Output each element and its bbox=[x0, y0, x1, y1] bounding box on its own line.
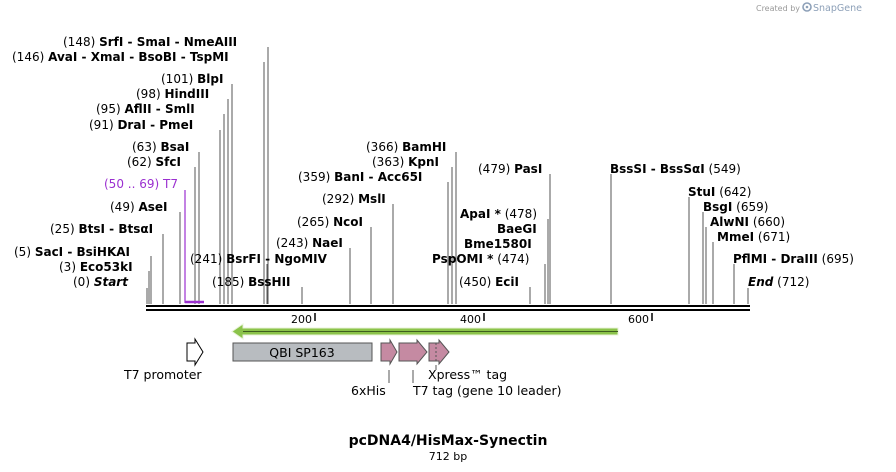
site-label-ecii[interactable]: (450) EciI bbox=[459, 275, 519, 289]
backbone bbox=[146, 305, 750, 311]
site-label-pspomi[interactable]: PspOMI * (474) bbox=[432, 252, 530, 266]
site-label-asei[interactable]: (49) AseI bbox=[110, 200, 168, 214]
site-label-bamhi[interactable]: (366) BamHI bbox=[366, 140, 446, 154]
site-label-saci[interactable]: (5) SacI - BsiHKAI bbox=[14, 245, 130, 259]
site-label-hindiii[interactable]: (98) HindIII bbox=[136, 87, 209, 101]
t7-promoter-feature[interactable] bbox=[186, 337, 204, 367]
6xhis-feature[interactable] bbox=[380, 338, 398, 366]
site-label-kpni[interactable]: (363) KpnI bbox=[372, 155, 439, 169]
xpress-tag-feature[interactable] bbox=[428, 338, 450, 366]
plasmid-length: 712 bp bbox=[429, 450, 467, 463]
site-label-bsrfi[interactable]: (241) BsrFI - NgoMIV bbox=[190, 252, 328, 266]
site-label-bsai[interactable]: (63) BsaI bbox=[132, 140, 189, 154]
site-label-eco53ki[interactable]: (3) Eco53kI bbox=[59, 260, 133, 274]
t7-promoter-label: T7 promoter bbox=[123, 367, 202, 382]
site-label-bsgi[interactable]: BsgI (659) bbox=[703, 200, 768, 214]
site-lines bbox=[146, 47, 749, 304]
primer-t7-label[interactable]: (50 .. 69) T7 bbox=[104, 177, 178, 191]
plasmid-title: pcDNA4/HisMax-Synectin bbox=[349, 433, 548, 449]
orf-arrow[interactable] bbox=[231, 323, 619, 340]
ruler-label-600: 600 bbox=[628, 313, 649, 326]
site-label-bani[interactable]: (359) BanI - Acc65I bbox=[298, 170, 422, 184]
site-label-sfci[interactable]: (62) SfcI bbox=[127, 155, 181, 169]
credit-brand: SnapGene bbox=[813, 3, 862, 14]
t7-tag-feature[interactable] bbox=[398, 338, 428, 366]
site-label-bsssi[interactable]: BssSI - BssSαI (549) bbox=[610, 162, 741, 176]
site-label-baegi[interactable]: BaeGI bbox=[497, 222, 537, 236]
t7-tag-label: T7 tag (gene 10 leader) bbox=[412, 383, 561, 398]
site-label-avai[interactable]: (146) AvaI - XmaI - BsoBI - TspMI bbox=[12, 50, 229, 64]
site-label-blpi[interactable]: (101) BlpI bbox=[161, 72, 223, 86]
site-label-bsshii[interactable]: (185) BssHII bbox=[212, 275, 291, 289]
site-label-pflmi[interactable]: PflMI - DraIII (695) bbox=[733, 252, 854, 266]
ruler: 200 400 600 bbox=[291, 313, 653, 326]
site-label-alwni[interactable]: AlwNI (660) bbox=[710, 215, 785, 229]
site-label-ncoi[interactable]: (265) NcoI bbox=[297, 215, 363, 229]
qbi-sp163-feature[interactable] bbox=[232, 342, 373, 362]
site-label-start[interactable]: (0) Start bbox=[73, 275, 129, 289]
site-label-aflii[interactable]: (95) AflII - SmlI bbox=[96, 102, 195, 116]
site-label-srfi[interactable]: (148) SrfI - SmaI - NmeAIII bbox=[63, 35, 237, 49]
credit-prefix: Created by bbox=[756, 4, 800, 13]
ruler-label-400: 400 bbox=[460, 313, 481, 326]
site-label-drai[interactable]: (91) DraI - PmeI bbox=[89, 118, 193, 132]
site-label-bme1580i[interactable]: Bme1580I bbox=[464, 237, 532, 251]
site-label-apai[interactable]: ApaI * (478) bbox=[460, 207, 537, 221]
site-label-pasi[interactable]: (479) PasI bbox=[478, 162, 542, 176]
site-label-end[interactable]: End (712) bbox=[748, 275, 809, 289]
site-label-stui[interactable]: StuI (642) bbox=[688, 185, 752, 199]
site-label-naei[interactable]: (243) NaeI bbox=[276, 236, 343, 250]
6xhis-label: 6xHis bbox=[351, 383, 386, 398]
site-label-btsi[interactable]: (25) BtsI - BtsαI bbox=[50, 222, 153, 236]
xpress-tag-label: Xpress™ tag bbox=[428, 367, 507, 382]
site-label-mmei[interactable]: MmeI (671) bbox=[717, 230, 790, 244]
snapgene-logo-icon bbox=[802, 2, 812, 12]
ruler-label-200: 200 bbox=[291, 313, 312, 326]
qbi-sp163-label: QBI SP163 bbox=[269, 345, 334, 360]
site-label-msli[interactable]: (292) MslI bbox=[322, 192, 386, 206]
